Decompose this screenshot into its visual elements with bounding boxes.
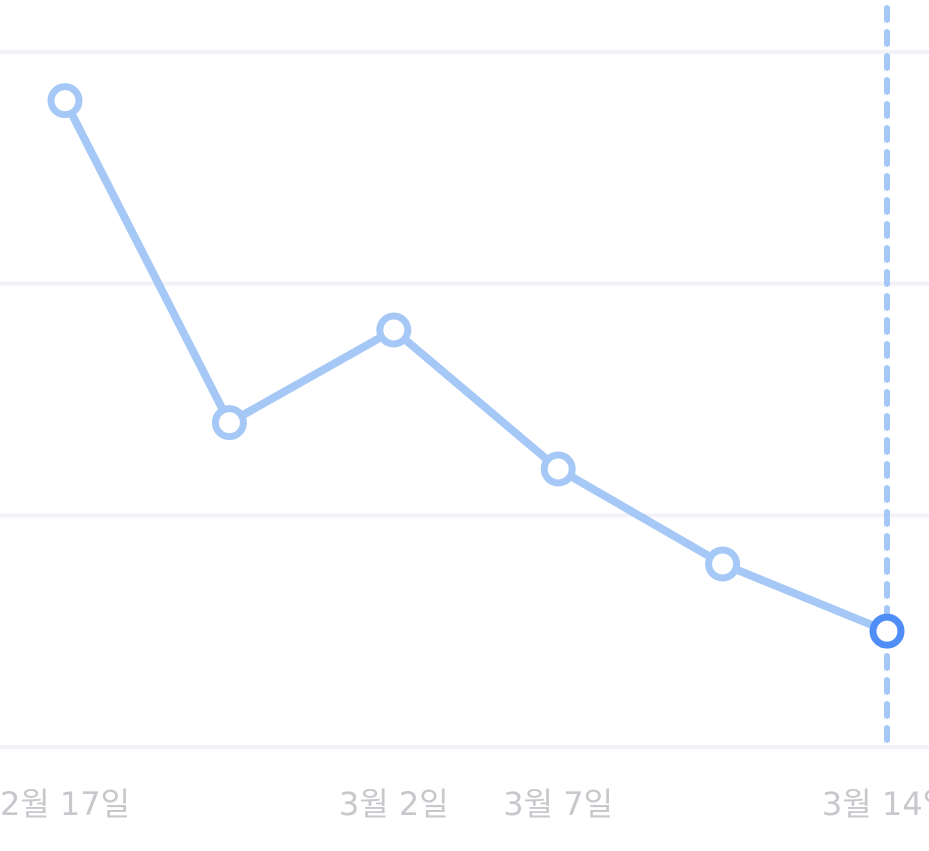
x-tick-label: 3월 14일 xyxy=(822,785,929,823)
x-tick-label: 2월 17일 xyxy=(0,785,130,823)
data-point[interactable] xyxy=(376,312,412,348)
series-line xyxy=(61,98,889,635)
x-tick-label: 3월 2일 xyxy=(339,785,449,823)
x-tick-label: 3월 7일 xyxy=(503,785,613,823)
data-point[interactable] xyxy=(47,83,83,119)
data-point[interactable] xyxy=(705,546,741,582)
selected-data-point[interactable] xyxy=(869,613,905,649)
data-point[interactable] xyxy=(211,405,247,441)
data-point[interactable] xyxy=(540,451,576,487)
